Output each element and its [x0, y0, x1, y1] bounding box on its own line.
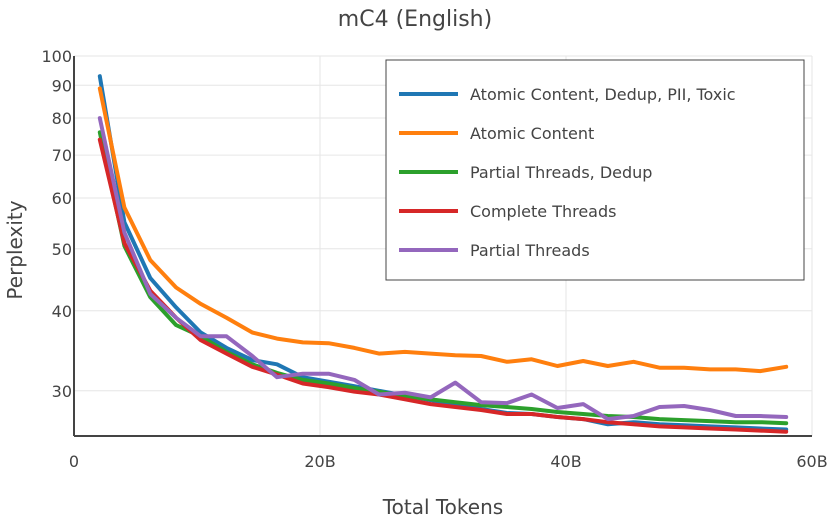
y-tick-label: 60 [52, 189, 72, 208]
x-tick-label: 40B [550, 452, 581, 471]
y-tick-label: 80 [52, 109, 72, 128]
legend-label: Complete Threads [470, 202, 616, 221]
x-tick-label: 20B [304, 452, 335, 471]
x-tick-label: 0 [69, 452, 79, 471]
legend-label: Partial Threads [470, 241, 590, 260]
y-tick-label: 50 [52, 240, 72, 259]
chart-title: mC4 (English) [338, 7, 492, 32]
y-tick-label: 100 [41, 47, 72, 66]
series-line [97, 116, 789, 422]
y-tick-label: 40 [52, 302, 72, 321]
y-tick-label: 30 [52, 382, 72, 401]
y-tick-label: 90 [52, 76, 72, 95]
series-line [97, 130, 789, 426]
series-layer [97, 74, 789, 434]
series-line [97, 86, 789, 374]
legend-label: Atomic Content, Dedup, PII, Toxic [470, 85, 736, 104]
x-tick-label: 60B [796, 452, 827, 471]
legend-label: Atomic Content [470, 124, 594, 143]
y-tick-label: 70 [52, 146, 72, 165]
legend-label: Partial Threads, Dedup [470, 163, 652, 182]
legend: Atomic Content, Dedup, PII, Toxic Atomic … [385, 59, 805, 281]
series-line [97, 137, 789, 434]
x-axis-label: Total Tokens [382, 495, 503, 519]
tick-layer: 30 40 50 60 70 80 90 100 0 20B 40B 60B [41, 47, 827, 471]
y-axis-label: Perplexity [3, 200, 27, 299]
axis-layer [73, 56, 812, 437]
